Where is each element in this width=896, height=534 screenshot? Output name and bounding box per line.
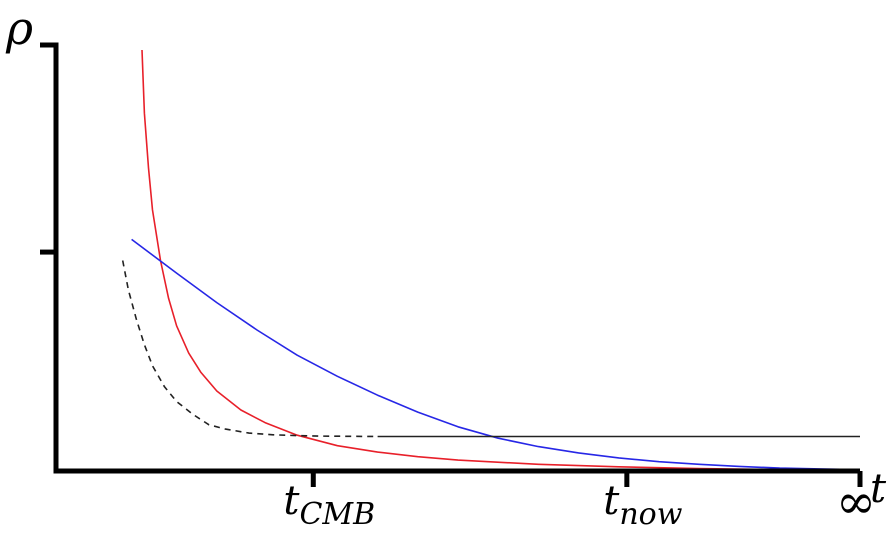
- series-blue-line: [131, 238, 861, 471]
- x-tick-label-now: tnow: [603, 478, 682, 532]
- x-axis-label: t: [870, 466, 887, 512]
- series-dashed-line: [121, 260, 378, 438]
- series-red-line: [141, 49, 861, 471]
- x-tick-label-infinity: ∞: [836, 474, 876, 530]
- series-layer: [121, 49, 861, 471]
- x-tick-label-cmb: tCMB: [283, 478, 375, 532]
- axes: [40, 42, 860, 474]
- y-axis-label: ρ: [5, 1, 33, 55]
